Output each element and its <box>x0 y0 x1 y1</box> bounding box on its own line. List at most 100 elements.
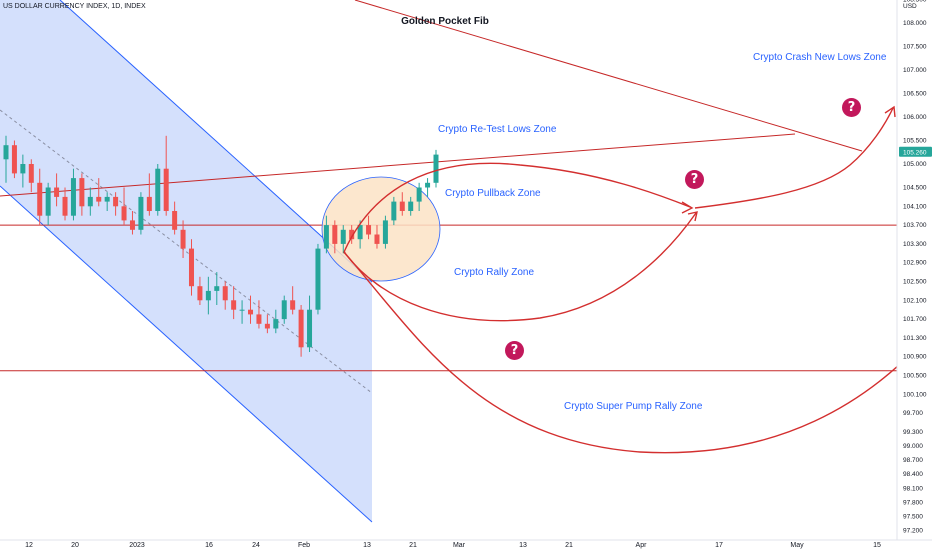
arrow-head <box>687 211 698 222</box>
time-tick-label: 21 <box>565 542 573 549</box>
pullback-zone-ellipse <box>321 176 441 282</box>
price-tick-label: 99.300 <box>903 429 923 436</box>
time-tick-label: 2023 <box>129 542 145 549</box>
crash-arrow <box>694 107 894 209</box>
candle-body <box>349 229 355 240</box>
candle <box>382 215 388 249</box>
candle-body <box>332 225 338 244</box>
candle-body <box>180 229 186 249</box>
time-tick-label: 21 <box>409 542 417 549</box>
channel-fill <box>0 0 372 522</box>
time-tick-label: Mar <box>453 542 466 549</box>
candle-body <box>37 182 43 216</box>
candle <box>62 187 68 221</box>
candle-body <box>20 164 26 174</box>
candle-body <box>416 187 422 202</box>
price-axis-background <box>897 0 932 550</box>
candle <box>357 220 363 249</box>
candle-body <box>3 145 9 160</box>
last-price-label: 105.260 <box>903 149 927 156</box>
time-tick-label: 13 <box>363 542 371 549</box>
candle-body <box>382 220 388 244</box>
price-tick-label: 108.500 <box>903 0 927 4</box>
candle <box>307 295 313 352</box>
price-tick-label: 104.100 <box>903 203 927 210</box>
time-tick-label: 16 <box>205 542 213 549</box>
candle <box>416 182 422 211</box>
candle <box>180 220 186 258</box>
pullback-arrow <box>343 162 691 253</box>
price-axis-unit: USD <box>903 3 917 10</box>
candle <box>45 182 51 226</box>
question-mark-icon: ? <box>842 98 861 117</box>
candle <box>231 286 237 320</box>
candle <box>391 196 397 226</box>
candle <box>214 272 220 305</box>
candle-body <box>205 290 211 301</box>
candle-body <box>281 300 287 320</box>
candle-body <box>298 309 304 348</box>
retest-trendline <box>0 133 796 197</box>
candle-body <box>256 314 262 324</box>
super-pump-arrow <box>343 251 928 454</box>
golden-pocket-label: Golden Pocket Fib <box>401 16 489 27</box>
candle <box>408 196 414 216</box>
arrow-head <box>884 105 896 118</box>
candle-body <box>307 309 313 348</box>
price-tick-label: 98.100 <box>903 485 923 492</box>
candle <box>197 276 203 305</box>
symbol-title[interactable]: US DOLLAR CURRENCY INDEX, 1D, INDEX <box>3 3 146 10</box>
candle-body <box>222 286 228 301</box>
price-tick-label: 107.000 <box>903 67 927 74</box>
candle-body <box>374 234 380 244</box>
candle <box>37 168 43 226</box>
price-tick-label: 97.200 <box>903 528 923 535</box>
crash-trendline <box>354 0 863 152</box>
candle-body <box>290 300 296 310</box>
candle-body <box>214 286 220 291</box>
price-tick-label: 105.000 <box>903 161 927 168</box>
candle-body <box>62 196 68 216</box>
price-tick-label: 101.300 <box>903 335 927 342</box>
candle-body <box>315 248 321 310</box>
candle-body <box>172 211 178 230</box>
candle <box>332 220 338 254</box>
price-tick-label: 105.500 <box>903 138 927 145</box>
candle-body <box>323 225 329 249</box>
candle-body <box>391 201 397 221</box>
candle <box>172 201 178 235</box>
candle <box>315 243 321 315</box>
candle <box>155 164 161 216</box>
time-tick-label: Apr <box>636 542 648 549</box>
candle-body <box>96 196 102 202</box>
candle <box>239 300 245 324</box>
candle-body <box>231 300 237 310</box>
time-tick-label: 13 <box>519 542 527 549</box>
price-tick-label: 107.500 <box>903 44 927 51</box>
crash-zone-label: Crypto Crash New Lows Zone <box>752 52 888 63</box>
price-tick-label: 100.100 <box>903 391 927 398</box>
candle <box>281 295 287 324</box>
candle-body <box>248 309 254 315</box>
candle <box>70 168 76 221</box>
last-price-badge <box>899 146 932 157</box>
candle <box>28 159 34 193</box>
price-axis[interactable]: USD108.850108.500108.000107.500107.00010… <box>896 0 932 550</box>
candle-body <box>121 206 127 221</box>
overlay-layer <box>343 105 928 454</box>
price-tick-label: 99.000 <box>903 443 923 450</box>
candle <box>20 154 26 188</box>
candle-body <box>408 201 414 211</box>
arrow-head <box>681 201 694 214</box>
candle-body <box>129 220 135 230</box>
candle <box>3 135 9 183</box>
super-pump-zone-label: Crypto Super Pump Rally Zone <box>563 401 704 412</box>
candle <box>366 215 372 240</box>
time-axis[interactable]: 12 20 2023 16 24 Feb 13 21 Mar 13 21 Apr 17 May 15 <box>0 539 932 549</box>
rally-arrow <box>343 212 697 322</box>
candle <box>425 178 431 197</box>
rally-zone-label: Crypto Rally Zone <box>453 267 536 278</box>
candle-body <box>366 225 372 235</box>
time-tick-label: 15 <box>873 542 881 549</box>
